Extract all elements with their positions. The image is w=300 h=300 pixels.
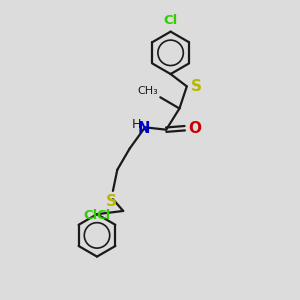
Text: N: N xyxy=(137,121,150,136)
Text: H: H xyxy=(132,118,141,131)
Text: Cl: Cl xyxy=(164,14,178,27)
Text: S: S xyxy=(106,194,117,209)
Text: S: S xyxy=(190,79,202,94)
Text: CH₃: CH₃ xyxy=(137,86,158,96)
Text: Cl: Cl xyxy=(97,209,111,222)
Text: O: O xyxy=(189,121,202,136)
Text: Cl: Cl xyxy=(83,209,97,222)
